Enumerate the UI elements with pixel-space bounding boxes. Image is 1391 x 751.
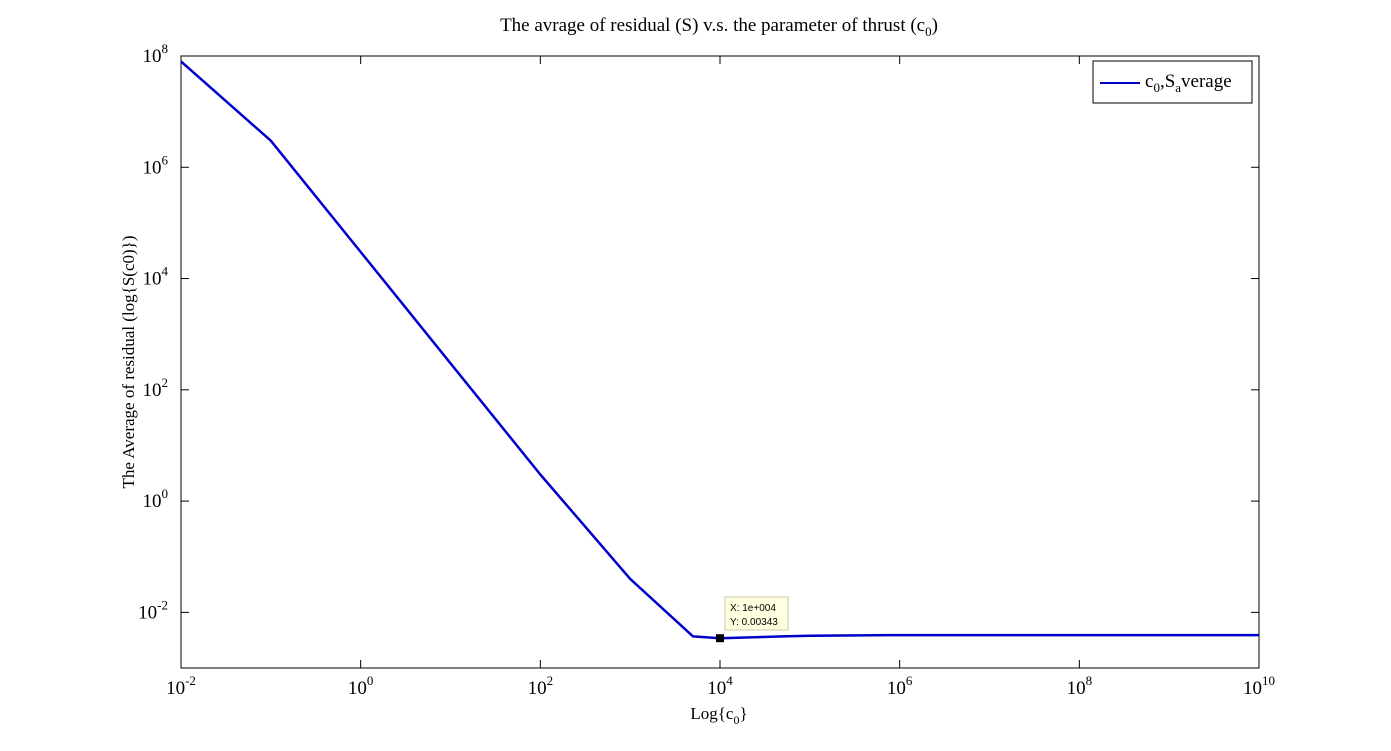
data-tip-box xyxy=(724,596,789,631)
y-tick-label: 10-2 xyxy=(138,597,168,623)
x-tick-label: 100 xyxy=(348,673,374,699)
legend-label-s: ,S xyxy=(1160,71,1175,92)
x-tick-label: 10-2 xyxy=(166,673,196,699)
x-axis-label-close: } xyxy=(739,704,747,723)
y-tick-label: 100 xyxy=(143,486,169,512)
y-tick-label-base: 10 xyxy=(143,491,162,512)
x-tick-label-base: 10 xyxy=(1067,678,1086,699)
y-tick-label: 106 xyxy=(143,152,169,178)
chart-title-close: ) xyxy=(932,15,938,36)
x-tick-label: 1010 xyxy=(1243,673,1275,699)
x-axis-tick-labels: 10-2 100 102 104 106 108 1010 xyxy=(166,673,1275,699)
y-tick-label-exp: 0 xyxy=(162,486,169,501)
data-tip-y-text: Y: 0.00343 xyxy=(730,617,778,628)
legend-label-c: c xyxy=(1145,71,1153,92)
y-axis-label: The Average of residual (log{S(c0)}) xyxy=(119,236,138,489)
legend-label-sub-a: a xyxy=(1175,80,1181,95)
y-tick-label-exp: 2 xyxy=(162,375,169,390)
y-tick-label-exp: 6 xyxy=(162,152,169,167)
x-tick-label-exp: 2 xyxy=(547,673,554,688)
x-tick-label-base: 10 xyxy=(166,678,185,699)
y-tick-label-base: 10 xyxy=(138,602,157,623)
chart-title: The avrage of residual (S) v.s. the para… xyxy=(500,15,938,39)
y-tick-label-exp: 4 xyxy=(162,264,169,279)
x-tick-label-exp: 8 xyxy=(1086,673,1093,688)
legend-label: c0,Saverage xyxy=(1145,71,1232,95)
y-tick-label: 102 xyxy=(143,375,169,401)
x-axis-label: Log{c0} xyxy=(690,704,747,727)
x-tick-label-base: 10 xyxy=(528,678,547,699)
y-tick-label: 104 xyxy=(143,264,169,290)
chart-title-main: The avrage of residual (S) v.s. the para… xyxy=(500,15,925,36)
axis-ticks xyxy=(180,55,1260,668)
y-tick-label: 108 xyxy=(143,41,169,67)
legend: c0,Saverage xyxy=(1092,60,1253,104)
legend-label-verage: verage xyxy=(1181,71,1232,92)
x-tick-label-exp: 6 xyxy=(906,673,913,688)
chart-title-sub: 0 xyxy=(925,24,932,39)
series-line xyxy=(180,60,1259,640)
data-tip-x-text: X: 1e+004 xyxy=(730,603,776,614)
x-tick-label-exp: 0 xyxy=(367,673,374,688)
y-tick-label-base: 10 xyxy=(143,269,162,290)
x-tick-label: 102 xyxy=(528,673,554,699)
x-tick-label-exp: 4 xyxy=(726,673,733,688)
plot-area xyxy=(180,55,1260,669)
x-tick-label-exp: -2 xyxy=(185,673,196,688)
x-tick-label-base: 10 xyxy=(1243,678,1262,699)
y-tick-label-base: 10 xyxy=(143,157,162,178)
y-tick-label-exp: -2 xyxy=(157,597,168,612)
data-tip[interactable]: X: 1e+004 Y: 0.00343 xyxy=(716,596,789,643)
x-axis-label-sub: 0 xyxy=(733,713,739,727)
x-axis-label-main: Log{c xyxy=(690,704,734,723)
y-tick-label-base: 10 xyxy=(143,46,162,67)
x-tick-label-base: 10 xyxy=(707,678,726,699)
series-group xyxy=(180,60,1259,640)
x-tick-label: 108 xyxy=(1067,673,1093,699)
x-tick-label: 104 xyxy=(707,673,733,699)
y-tick-label-base: 10 xyxy=(143,380,162,401)
y-tick-label-exp: 8 xyxy=(162,41,169,56)
x-tick-label-base: 10 xyxy=(348,678,367,699)
legend-label-sub-0: 0 xyxy=(1153,80,1160,95)
x-tick-label-exp: 10 xyxy=(1262,673,1275,688)
x-tick-label: 106 xyxy=(887,673,913,699)
data-tip-marker[interactable] xyxy=(716,634,724,643)
x-tick-label-base: 10 xyxy=(887,678,906,699)
